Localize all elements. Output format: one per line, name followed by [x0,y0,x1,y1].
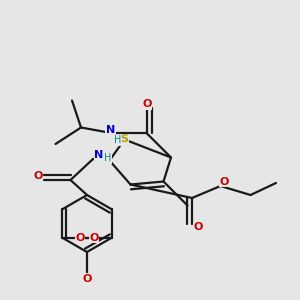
Text: O: O [89,233,98,243]
Text: O: O [193,222,203,232]
Text: O: O [76,233,85,243]
Text: H: H [114,135,121,145]
Text: H: H [104,153,111,164]
Text: O: O [33,171,43,181]
Text: O: O [142,99,152,110]
Text: N: N [106,125,115,136]
Text: S: S [121,134,128,145]
Text: O: O [82,274,92,284]
Text: O: O [219,177,229,187]
Text: N: N [94,150,103,161]
